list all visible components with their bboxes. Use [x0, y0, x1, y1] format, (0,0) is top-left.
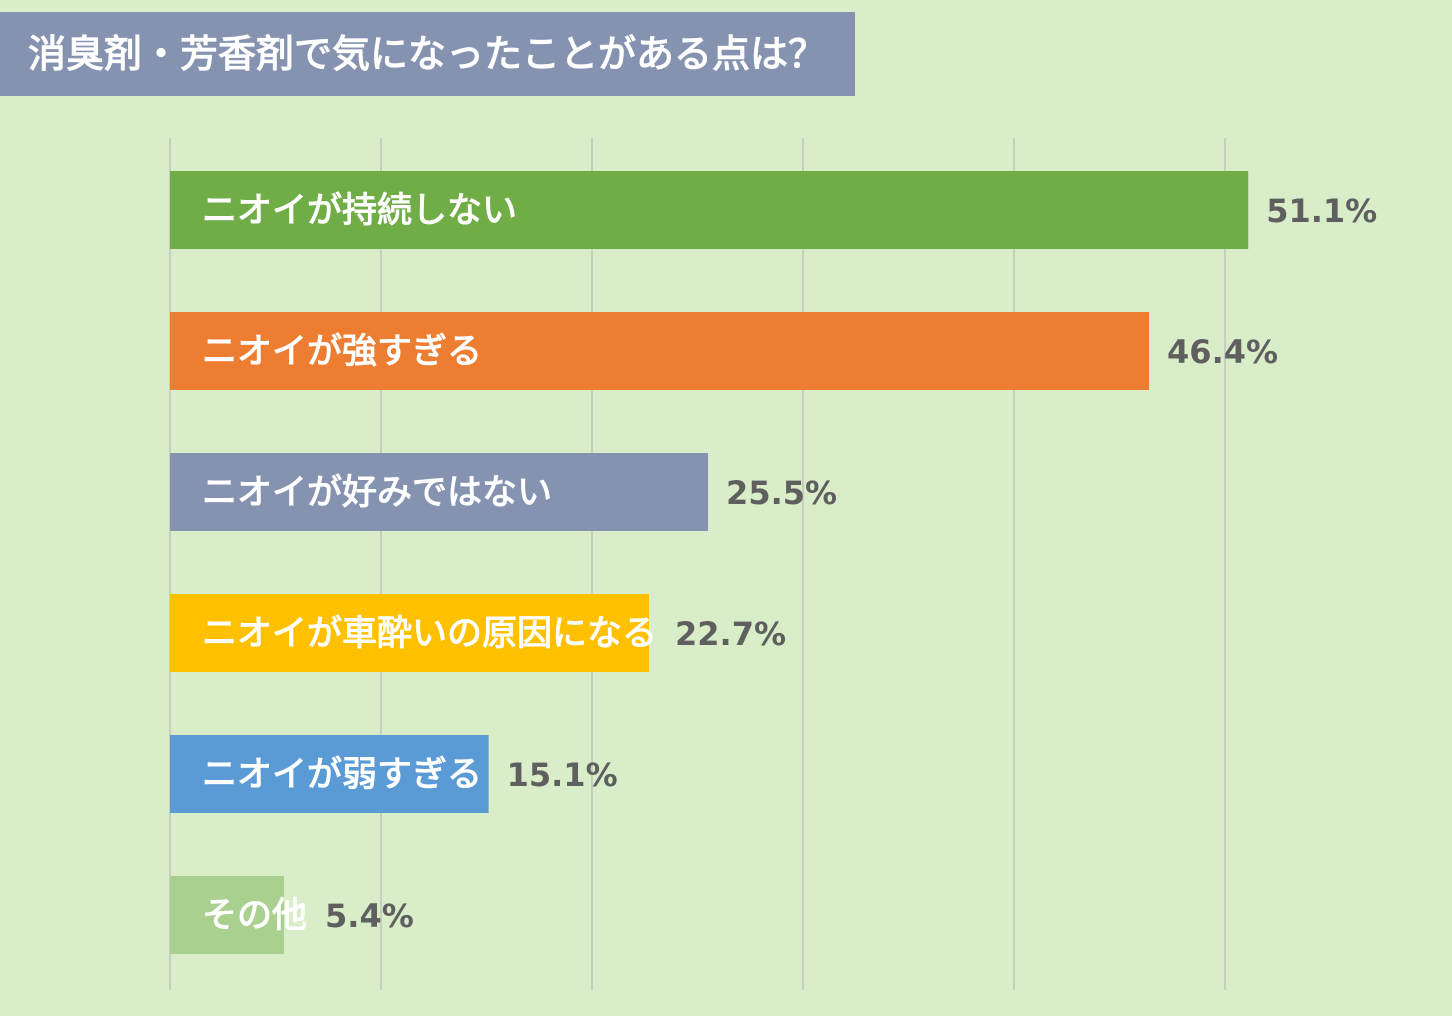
bar-labels: ニオイが持続しないニオイが強すぎるニオイが好みではないニオイが車酔いの原因になる… [202, 191, 657, 936]
bar-category-label: ニオイが弱すぎる [202, 755, 482, 795]
bar-category-label: ニオイが好みではない [202, 473, 552, 513]
bar-value-label: 25.5% [726, 474, 837, 512]
bars [170, 171, 1248, 954]
bar-category-label: ニオイが強すぎる [202, 332, 482, 372]
bar-category-label: ニオイが持続しない [202, 191, 517, 231]
bar-value-label: 15.1% [507, 756, 618, 794]
bar-value-label: 46.4% [1167, 333, 1278, 371]
value-labels: 51.1% 46.4% 25.5% 22.7% 15.1% 5.4% [325, 192, 1377, 935]
bar-value-label: 5.4% [325, 897, 414, 935]
bar-category-label: ニオイが車酔いの原因になる [202, 614, 657, 654]
bar-category-label: その他 [202, 896, 307, 936]
bar-value-label: 51.1% [1266, 192, 1377, 230]
grid-lines [170, 138, 1225, 990]
bar-value-label: 22.7% [675, 615, 786, 653]
